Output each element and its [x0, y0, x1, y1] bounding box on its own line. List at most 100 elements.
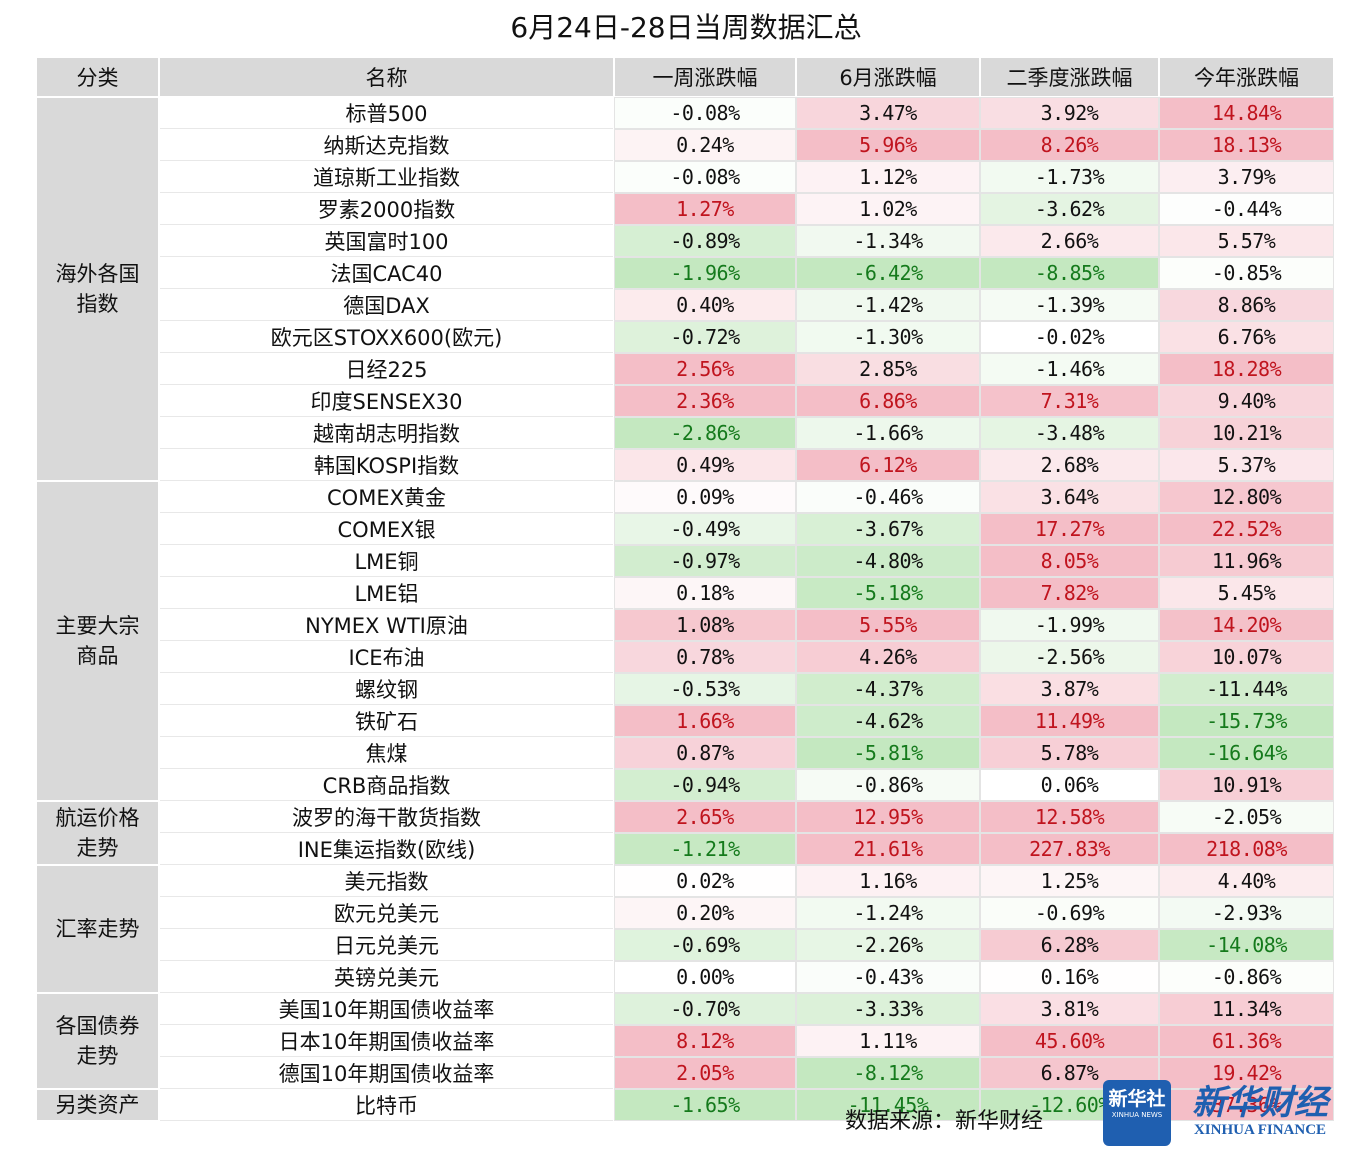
value-cell: 5.45% — [1160, 578, 1333, 608]
category-label: 海外各国指数 — [55, 262, 140, 316]
value-cell: 5.96% — [797, 130, 979, 160]
value-cell: -0.86% — [1160, 962, 1333, 992]
value-cell: 4.40% — [1160, 866, 1333, 896]
value-cell: 0.06% — [981, 770, 1158, 800]
name-cell: 美元指数 — [160, 866, 613, 896]
value-cell: -3.48% — [981, 418, 1158, 448]
category-cell: 海外各国指数 — [37, 98, 158, 480]
name-cell: 波罗的海干散货指数 — [160, 802, 613, 832]
value-cell: -14.08% — [1160, 930, 1333, 960]
table-row: LME铜 -0.97% -4.80% 8.05% 11.96% — [37, 546, 1333, 576]
table-row: CRB商品指数 -0.94% -0.86% 0.06% 10.91% — [37, 770, 1333, 800]
value-cell: 3.81% — [981, 994, 1158, 1024]
value-cell: -0.72% — [615, 322, 795, 352]
value-cell: 21.61% — [797, 834, 979, 864]
table-row: 铁矿石 1.66% -4.62% 11.49% -15.73% — [37, 706, 1333, 736]
value-cell: -16.64% — [1160, 738, 1333, 768]
value-cell: 0.78% — [615, 642, 795, 672]
value-cell: -4.62% — [797, 706, 979, 736]
value-cell: 5.78% — [981, 738, 1158, 768]
value-cell: -0.86% — [797, 770, 979, 800]
name-cell: 德国DAX — [160, 290, 613, 320]
value-cell: -1.21% — [615, 834, 795, 864]
name-cell: ICE布油 — [160, 642, 613, 672]
value-cell: 3.64% — [981, 482, 1158, 512]
table-row: 纳斯达克指数 0.24% 5.96% 8.26% 18.13% — [37, 130, 1333, 160]
value-cell: 11.34% — [1160, 994, 1333, 1024]
value-cell: -8.12% — [797, 1058, 979, 1088]
value-cell: -0.43% — [797, 962, 979, 992]
name-cell: NYMEX WTI原油 — [160, 610, 613, 640]
value-cell: -11.45% — [797, 1090, 979, 1120]
name-cell: 越南胡志明指数 — [160, 418, 613, 448]
value-cell: -0.89% — [615, 226, 795, 256]
value-cell: 0.00% — [615, 962, 795, 992]
value-cell: -0.53% — [615, 674, 795, 704]
data-table: 分类 名称 一周涨跌幅 6月涨跌幅 二季度涨跌幅 今年涨跌幅 海外各国指数 标普500 -0.… — [35, 56, 1335, 1122]
value-cell: -3.33% — [797, 994, 979, 1024]
category-cell: 另类资产 — [37, 1090, 158, 1120]
value-cell: -11.44% — [1160, 674, 1333, 704]
brand: 新华财经 XINHUA FINANCE — [1180, 1084, 1340, 1139]
value-cell: -1.65% — [615, 1090, 795, 1120]
value-cell: -0.46% — [797, 482, 979, 512]
table-row: 韩国KOSPI指数 0.49% 6.12% 2.68% 5.37% — [37, 450, 1333, 480]
value-cell: 4.26% — [797, 642, 979, 672]
value-cell: 1.16% — [797, 866, 979, 896]
column-header: 分类 — [37, 58, 158, 96]
value-cell: 0.02% — [615, 866, 795, 896]
table-row: 法国CAC40 -1.96% -6.42% -8.85% -0.85% — [37, 258, 1333, 288]
name-cell: 日本10年期国债收益率 — [160, 1026, 613, 1056]
name-cell: 标普500 — [160, 98, 613, 128]
value-cell: 6.12% — [797, 450, 979, 480]
value-cell: 45.60% — [981, 1026, 1158, 1056]
value-cell: 2.56% — [615, 354, 795, 384]
value-cell: 8.26% — [981, 130, 1158, 160]
value-cell: -8.85% — [981, 258, 1158, 288]
table-row: 另类资产 比特币 -1.65% -11.45% -12.60% 37.36% — [37, 1090, 1333, 1120]
value-cell: 7.31% — [981, 386, 1158, 416]
value-cell: -1.34% — [797, 226, 979, 256]
value-cell: 6.86% — [797, 386, 979, 416]
value-cell: 17.27% — [981, 514, 1158, 544]
column-header: 名称 — [160, 58, 613, 96]
value-cell: -4.37% — [797, 674, 979, 704]
value-cell: 12.95% — [797, 802, 979, 832]
brand-text: XINHUA FINANCE — [1193, 1122, 1327, 1138]
value-cell: 2.68% — [981, 450, 1158, 480]
logo-badge: 新华社 XINHUA NEWS — [1103, 1080, 1171, 1146]
value-cell: 1.27% — [615, 194, 795, 224]
source-note: 数据来源：新华财经 — [845, 1109, 1044, 1134]
value-cell: -0.49% — [615, 514, 795, 544]
name-cell: 铁矿石 — [160, 706, 613, 736]
value-cell: -1.46% — [981, 354, 1158, 384]
value-cell: 11.96% — [1160, 546, 1333, 576]
category-label: 汇率走势 — [55, 917, 140, 941]
category-label: 各国债券走势 — [55, 1014, 140, 1068]
value-cell: -0.08% — [615, 162, 795, 192]
value-cell: 1.02% — [797, 194, 979, 224]
value-cell: -2.26% — [797, 930, 979, 960]
value-cell: 0.49% — [615, 450, 795, 480]
value-cell: 2.05% — [615, 1058, 795, 1088]
value-cell: -1.42% — [797, 290, 979, 320]
value-cell: 37.36% — [1160, 1090, 1333, 1120]
value-cell: 8.05% — [981, 546, 1158, 576]
value-cell: 0.20% — [615, 898, 795, 928]
category-label: 主要大宗商品 — [55, 614, 140, 668]
value-cell: 0.24% — [615, 130, 795, 160]
table-body: 海外各国指数 标普500 -0.08% 3.47% 3.92% 14.84% 纳斯达克指数 0… — [37, 98, 1333, 1120]
table-row: 英镑兑美元 0.00% -0.43% 0.16% -0.86% — [37, 962, 1333, 992]
name-cell: LME铜 — [160, 546, 613, 576]
value-cell: 5.55% — [797, 610, 979, 640]
value-cell: 0.40% — [615, 290, 795, 320]
name-cell: COMEX银 — [160, 514, 613, 544]
table-row: 日经225 2.56% 2.85% -1.46% 18.28% — [37, 354, 1333, 384]
category-label: 另类资产 — [55, 1093, 140, 1117]
table-row: NYMEX WTI原油 1.08% 5.55% -1.99% 14.20% — [37, 610, 1333, 640]
value-cell: 5.57% — [1160, 226, 1333, 256]
table-row: 各国债券走势 美国10年期国债收益率 -0.70% -3.33% 3.81% 11.34% — [37, 994, 1333, 1088]
name-cell: INE集运指数(欧线) — [160, 834, 613, 864]
category-cell: 主要大宗商品 — [37, 482, 158, 800]
name-cell: 日元兑美元 — [160, 930, 613, 960]
